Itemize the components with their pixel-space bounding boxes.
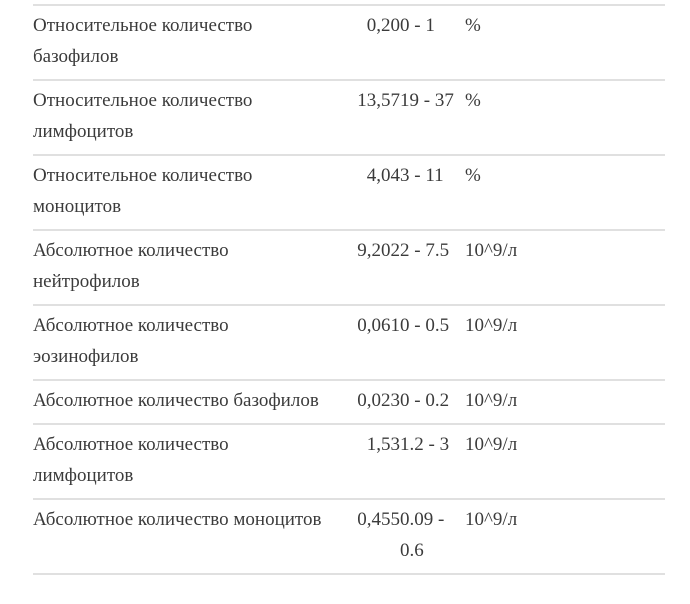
- parameter-name: Абсолютное количество базофилов: [33, 390, 319, 411]
- unit: %: [465, 165, 481, 186]
- result-value: 0,023: [357, 390, 400, 411]
- result-value: 0,455: [357, 509, 400, 530]
- lab-result-row: Относительное количество моноцитов 4,04 …: [33, 155, 665, 230]
- parameter-name: Абсолютное количество моноцитов: [33, 509, 322, 530]
- unit: %: [465, 15, 481, 36]
- reference-range: 0.09 - 0.6: [400, 509, 445, 561]
- parameter-name: Относительное количество лимфоцитов: [33, 90, 253, 142]
- lab-result-row: Абсолютное количество нейтрофилов 9,202 …: [33, 230, 665, 305]
- parameter-name: Абсолютное количество нейтрофилов: [33, 240, 229, 292]
- parameter-name: Относительное количество базофилов: [33, 15, 253, 67]
- lab-result-row: Абсолютное количество моноцитов 0,455 0.…: [33, 499, 665, 574]
- parameter-name: Абсолютное количество эозинофилов: [33, 315, 229, 367]
- unit: 10^9/л: [465, 240, 518, 261]
- unit: %: [465, 90, 481, 111]
- result-value: 0,061: [357, 315, 400, 336]
- lab-result-row: Абсолютное количество эозинофилов 0,061 …: [33, 305, 665, 380]
- lab-results-section: Относительное количество базофилов 0,20 …: [33, 4, 665, 575]
- lab-result-row: Абсолютное количество базофилов 0,023 0 …: [33, 380, 665, 424]
- result-value: 4,04: [366, 165, 400, 186]
- result-value: 13,57: [357, 90, 400, 111]
- lab-results-table: Относительное количество базофилов 0,20 …: [33, 4, 665, 575]
- unit: 10^9/л: [465, 390, 518, 411]
- reference-range: 0 - 0.2: [400, 390, 450, 411]
- reference-range: 2 - 7.5: [400, 240, 450, 261]
- unit: 10^9/л: [465, 434, 518, 455]
- result-value: 1,53: [366, 434, 400, 455]
- reference-range: 0 - 0.5: [400, 315, 450, 336]
- lab-result-row: Абсолютное количество лимфоцитов 1,53 1.…: [33, 424, 665, 499]
- lab-result-row: Относительное количество лимфоцитов 13,5…: [33, 80, 665, 155]
- lab-result-row: Относительное количество базофилов 0,20 …: [33, 5, 665, 80]
- result-value: 0,20: [366, 15, 400, 36]
- reference-range: 1.2 - 3: [400, 434, 450, 455]
- unit: 10^9/л: [465, 509, 518, 530]
- reference-range: 3 - 11: [400, 165, 444, 186]
- parameter-name: Относительное количество моноцитов: [33, 165, 253, 217]
- reference-range: 19 - 37: [400, 90, 454, 111]
- parameter-name: Абсолютное количество лимфоцитов: [33, 434, 229, 486]
- unit: 10^9/л: [465, 315, 518, 336]
- reference-range: 0 - 1: [400, 15, 435, 36]
- result-value: 9,202: [357, 240, 400, 261]
